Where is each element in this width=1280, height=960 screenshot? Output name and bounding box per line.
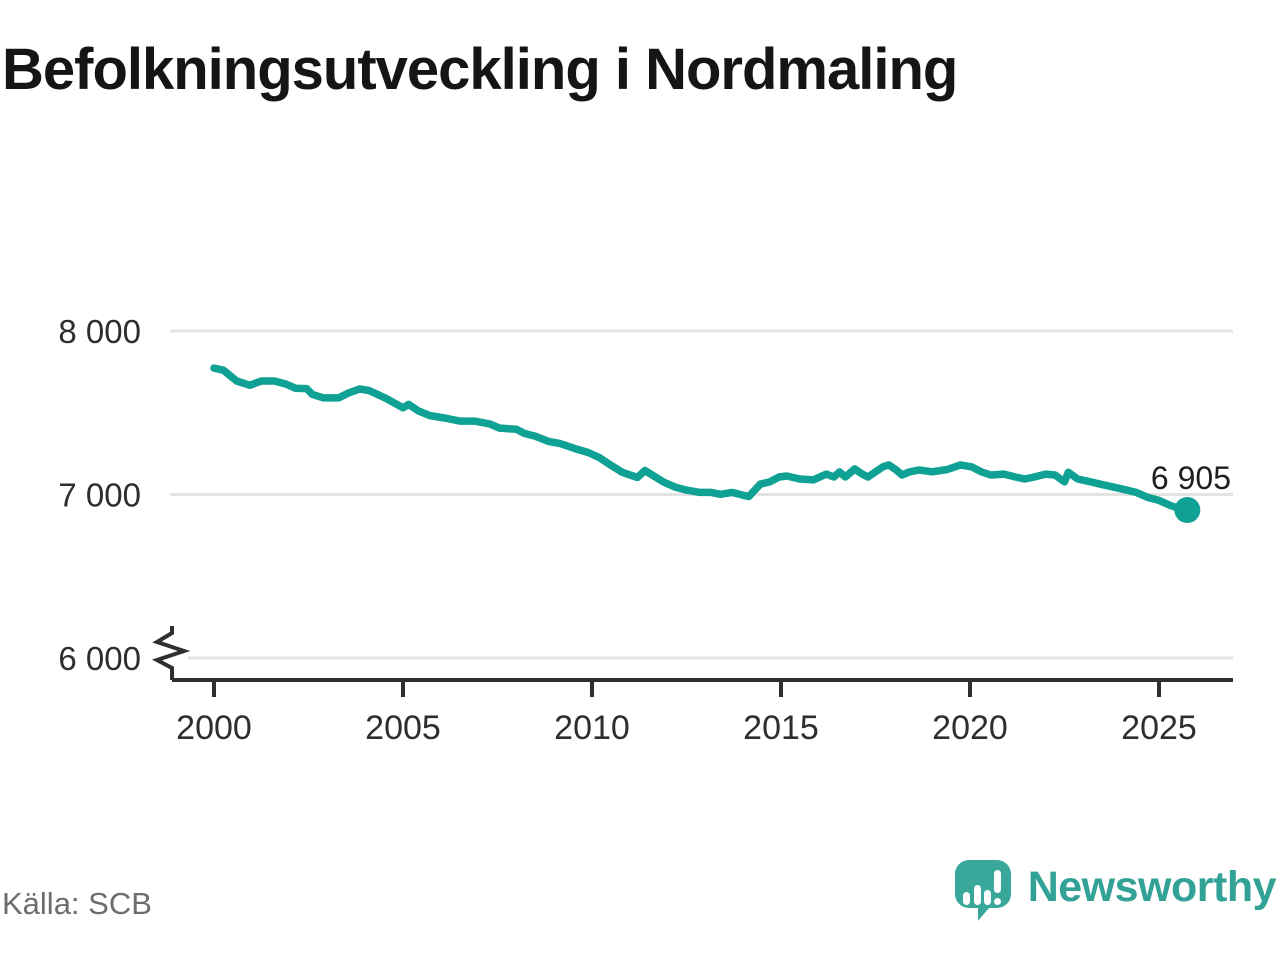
x-axis-tick-label: 2020	[932, 709, 1008, 747]
bar-3	[983, 890, 991, 905]
latest-value-marker	[1174, 497, 1201, 523]
axis-break-icon	[151, 626, 191, 680]
latest-value-label: 6 905	[1151, 460, 1231, 496]
x-axis-tick-label: 2000	[176, 709, 252, 747]
y-axis-tick-label: 7 000	[58, 477, 141, 514]
x-axis-tick-label: 2015	[743, 709, 819, 747]
population-line-chart: 8 000 7 000 6 000 2000 2005 2010 2015 2020 2025…	[58, 313, 1235, 747]
x-axis-tick-labels: 2000 2005 2010 2015 2020 2025	[176, 709, 1197, 747]
bar-2	[973, 885, 981, 905]
x-axis-tick-label: 2010	[554, 709, 630, 747]
y-axis-tick-label: 6 000	[58, 640, 141, 677]
y-axis-tick-labels: 8 000 7 000 6 000	[58, 313, 141, 677]
x-axis-tick-label: 2005	[365, 709, 441, 747]
exclamation-dot	[993, 898, 1001, 905]
newsworthy-logo-icon	[954, 860, 1011, 921]
population-series-line	[210, 364, 1192, 514]
bar-1	[962, 892, 970, 905]
y-axis-tick-label: 8 000	[58, 313, 141, 350]
chart-title: Befolkningsutveckling i Nordmaling	[2, 37, 958, 102]
brand-wordmark: Newsworthy	[1027, 862, 1277, 911]
exclamation-stem	[993, 870, 1001, 893]
x-axis-tick-label: 2025	[1121, 709, 1197, 747]
speech-bubble-shape	[954, 860, 1011, 921]
source-note: Källa: SCB	[2, 886, 152, 921]
x-axis-ticks	[212, 680, 1161, 697]
brand-lockup: Newsworthy	[954, 858, 1277, 922]
